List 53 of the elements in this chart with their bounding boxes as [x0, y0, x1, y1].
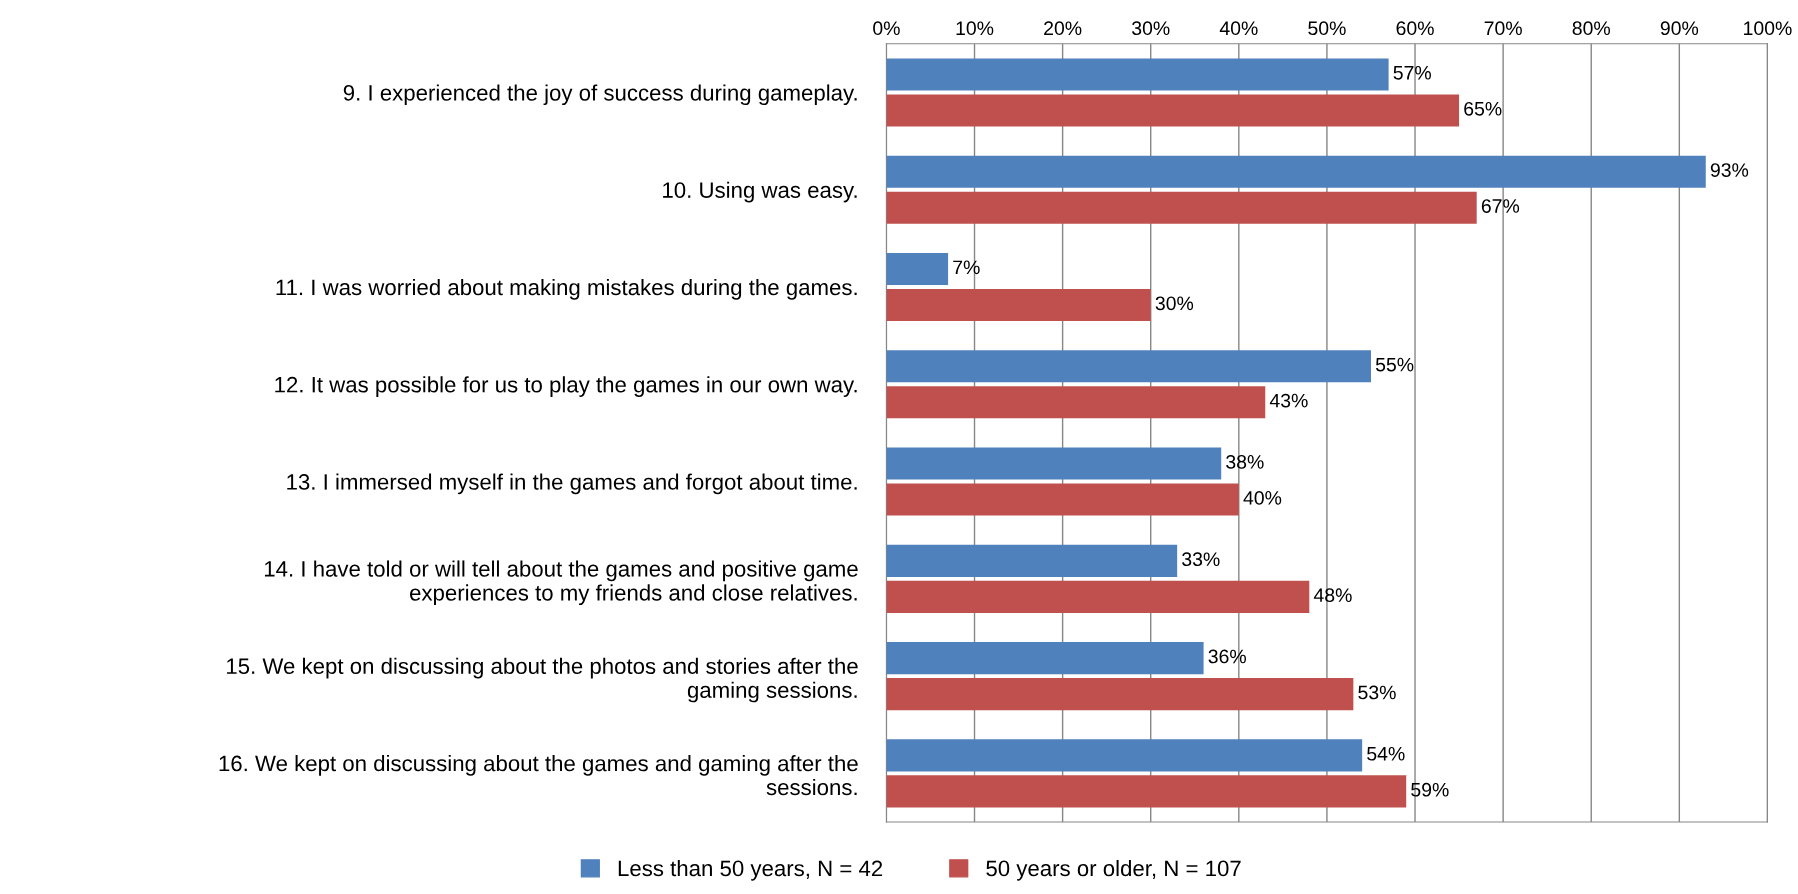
bar	[886, 58, 1389, 91]
data-label: 57%	[1393, 65, 1431, 80]
legend-label: Less than 50 years, N = 42	[618, 859, 883, 881]
y-tick-label: 13. I immersed myself in the games and forgot about time.	[287, 473, 857, 495]
bar	[886, 580, 1310, 613]
bar	[886, 775, 1407, 808]
data-label: 7%	[953, 260, 980, 275]
data-label: 38%	[1226, 455, 1264, 469]
y-tick-label: 15. We kept on discussing about the photos and stories after the gaming sessions.	[227, 657, 858, 703]
data-label: 67%	[1481, 199, 1520, 213]
data-label: 40%	[1243, 491, 1282, 505]
data-label: 48%	[1313, 588, 1352, 603]
x-tick-label: 50%	[1308, 21, 1346, 36]
bar	[886, 386, 1266, 419]
data-label: 54%	[1367, 746, 1405, 761]
y-tick-label: 9. I experienced the joy of success during gameplay.	[343, 84, 857, 106]
x-tick-label: 30%	[1132, 21, 1170, 36]
bar	[886, 642, 1204, 675]
bar	[886, 350, 1371, 383]
x-tick-label: 40%	[1219, 21, 1258, 36]
data-label: 59%	[1411, 782, 1449, 797]
data-label: 65%	[1464, 101, 1502, 116]
bar	[886, 447, 1222, 480]
data-label: 30%	[1155, 296, 1194, 311]
y-tick-label: 16. We kept on discussing about the games and gaming after the sessions.	[219, 754, 858, 796]
bar	[886, 483, 1239, 516]
bar	[886, 739, 1363, 772]
x-tick-label: 60%	[1396, 21, 1434, 36]
data-label: 36%	[1208, 649, 1246, 664]
y-tick-label: 11. I was worried about making mistakes during the games.	[276, 278, 857, 300]
data-label: 33%	[1182, 552, 1220, 567]
y-tick-label: 12. It was possible for us to play the games in our own way.	[275, 376, 857, 397]
data-label: 55%	[1375, 357, 1414, 372]
x-tick-label: 80%	[1572, 21, 1610, 36]
y-tick-label: 10. Using was easy.	[663, 181, 857, 203]
x-tick-label: 70%	[1484, 21, 1522, 36]
legend-label: 50 years or older, N = 107	[986, 859, 1241, 881]
bar	[886, 191, 1477, 224]
x-tick-label: 20%	[1044, 21, 1082, 36]
x-tick-label: 90%	[1660, 21, 1699, 36]
x-tick-label: 10%	[956, 21, 994, 36]
data-label: 53%	[1358, 685, 1396, 700]
x-tick-label: 100%	[1744, 21, 1792, 36]
x-tick-label: 0%	[873, 21, 900, 36]
bar	[886, 252, 949, 286]
bar	[886, 678, 1354, 711]
data-label: 43%	[1269, 393, 1308, 408]
bar	[886, 94, 1460, 127]
bar	[886, 544, 1178, 577]
bar	[886, 288, 1151, 322]
y-tick-label: 14. I have told or will tell about the games and positive game experiences to my friends and close relatives.	[264, 560, 858, 606]
bar	[886, 155, 1706, 188]
data-label: 93%	[1710, 163, 1749, 177]
